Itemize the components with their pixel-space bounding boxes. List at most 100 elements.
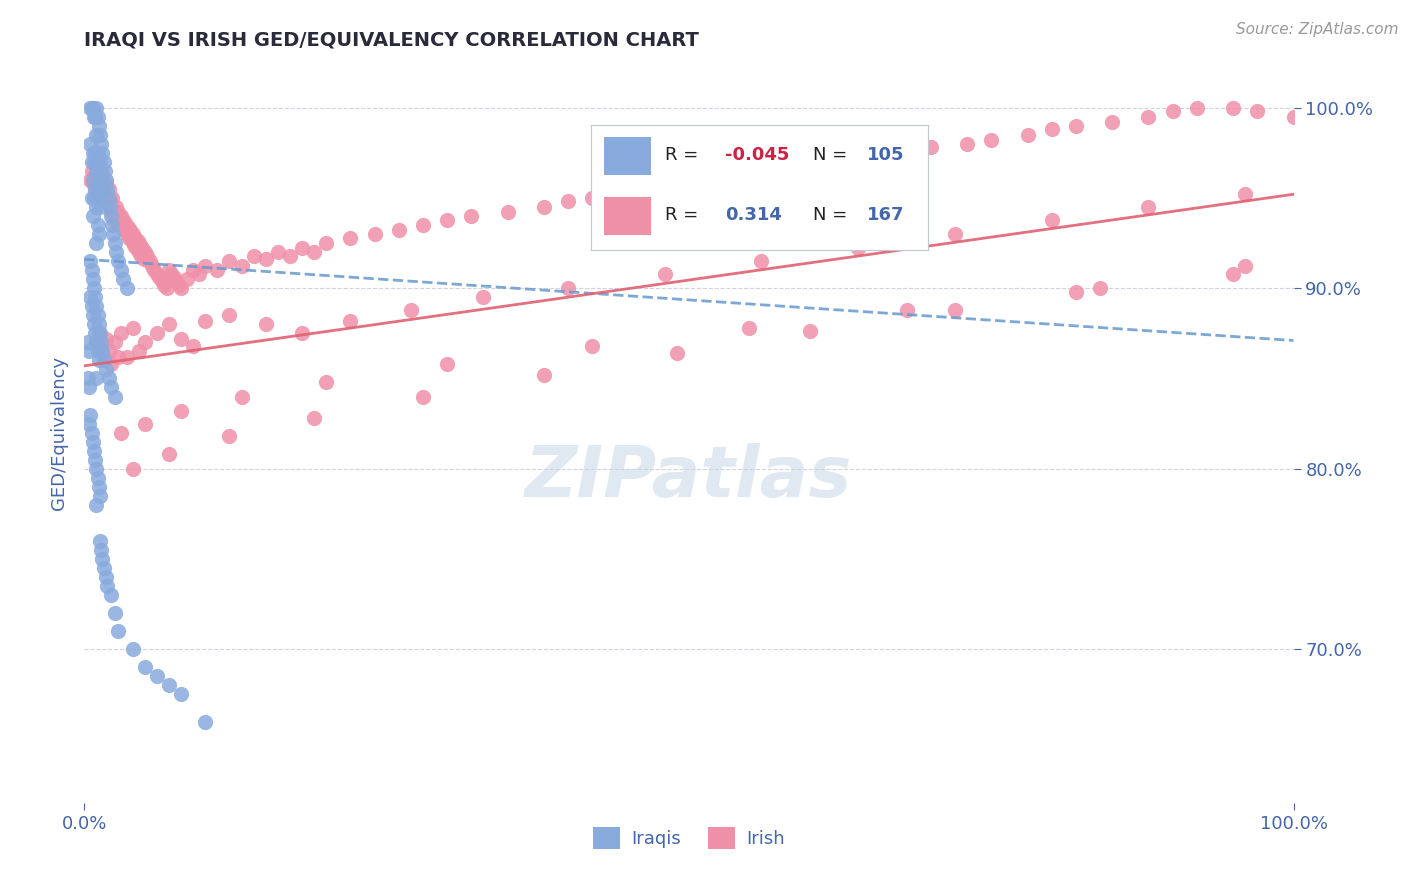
Point	[84, 290, 107, 304]
Point	[896, 145, 918, 160]
Point	[90, 335, 112, 350]
Point	[93, 561, 115, 575]
Point	[157, 263, 180, 277]
Point	[167, 277, 190, 292]
Point	[77, 335, 100, 350]
Point	[112, 272, 135, 286]
Point	[80, 163, 103, 178]
Point	[94, 163, 117, 178]
Point	[1040, 122, 1063, 136]
Point	[131, 242, 153, 256]
Point	[170, 281, 193, 295]
Y-axis label: GED/Equivalency: GED/Equivalency	[51, 356, 69, 509]
Point	[89, 200, 111, 214]
Point	[339, 230, 361, 244]
Point	[82, 209, 104, 223]
Point	[83, 318, 105, 332]
Point	[112, 223, 135, 237]
Point	[121, 234, 143, 248]
Point	[181, 339, 204, 353]
Point	[87, 191, 110, 205]
Point	[157, 678, 180, 692]
Point	[105, 212, 128, 227]
Point	[1017, 128, 1039, 142]
Point	[107, 350, 129, 364]
Point	[90, 543, 112, 558]
Point	[86, 308, 108, 322]
Point	[83, 443, 105, 458]
Point	[799, 158, 821, 172]
Point	[124, 230, 146, 244]
Legend: Iraqis, Irish: Iraqis, Irish	[586, 821, 792, 856]
Bar	[605, 197, 651, 235]
Point	[388, 223, 411, 237]
Point	[1234, 187, 1257, 202]
Point	[79, 101, 101, 115]
Point	[110, 209, 132, 223]
Point	[665, 346, 688, 360]
Point	[86, 371, 108, 385]
Point	[87, 480, 110, 494]
Point	[86, 235, 108, 250]
Point	[98, 200, 121, 214]
Point	[79, 290, 101, 304]
Point	[77, 344, 100, 359]
Point	[86, 471, 108, 485]
Point	[79, 254, 101, 268]
Text: -0.045: -0.045	[725, 146, 790, 164]
Point	[412, 390, 434, 404]
Point	[80, 154, 103, 169]
Point	[120, 223, 142, 237]
Point	[82, 308, 104, 322]
Point	[115, 227, 138, 241]
Point	[84, 452, 107, 467]
Point	[97, 182, 120, 196]
Point	[84, 110, 107, 124]
Point	[134, 245, 156, 260]
Bar	[605, 137, 651, 175]
Point	[87, 187, 110, 202]
Point	[90, 191, 112, 205]
Point	[91, 344, 114, 359]
Point	[194, 260, 217, 274]
Point	[83, 169, 105, 184]
Point	[920, 140, 942, 154]
Point	[143, 263, 166, 277]
Point	[121, 461, 143, 475]
Point	[87, 154, 110, 169]
Point	[118, 230, 141, 244]
Point	[218, 308, 240, 322]
Text: IRAQI VS IRISH GED/EQUIVALENCY CORRELATION CHART: IRAQI VS IRISH GED/EQUIVALENCY CORRELATI…	[84, 30, 699, 50]
Point	[80, 299, 103, 313]
Point	[86, 461, 108, 475]
Point	[738, 321, 761, 335]
Point	[115, 281, 138, 295]
Point	[110, 326, 132, 341]
Point	[93, 353, 115, 368]
Point	[141, 260, 163, 274]
Point	[94, 173, 117, 187]
Point	[94, 194, 117, 209]
Point	[148, 270, 170, 285]
Point	[128, 245, 150, 260]
Point	[104, 335, 127, 350]
Point	[436, 357, 458, 371]
Point	[79, 173, 101, 187]
Point	[1282, 110, 1305, 124]
Point	[84, 182, 107, 196]
Point	[1234, 260, 1257, 274]
Text: ZIPatlas: ZIPatlas	[526, 442, 852, 511]
Point	[146, 267, 169, 281]
Point	[138, 254, 160, 268]
Point	[86, 218, 108, 232]
Point	[170, 332, 193, 346]
Point	[100, 209, 122, 223]
Point	[678, 177, 700, 191]
Point	[136, 249, 159, 263]
Point	[97, 371, 120, 385]
Point	[188, 267, 211, 281]
Point	[170, 688, 193, 702]
Point	[231, 390, 253, 404]
Point	[121, 227, 143, 241]
Point	[86, 145, 108, 160]
